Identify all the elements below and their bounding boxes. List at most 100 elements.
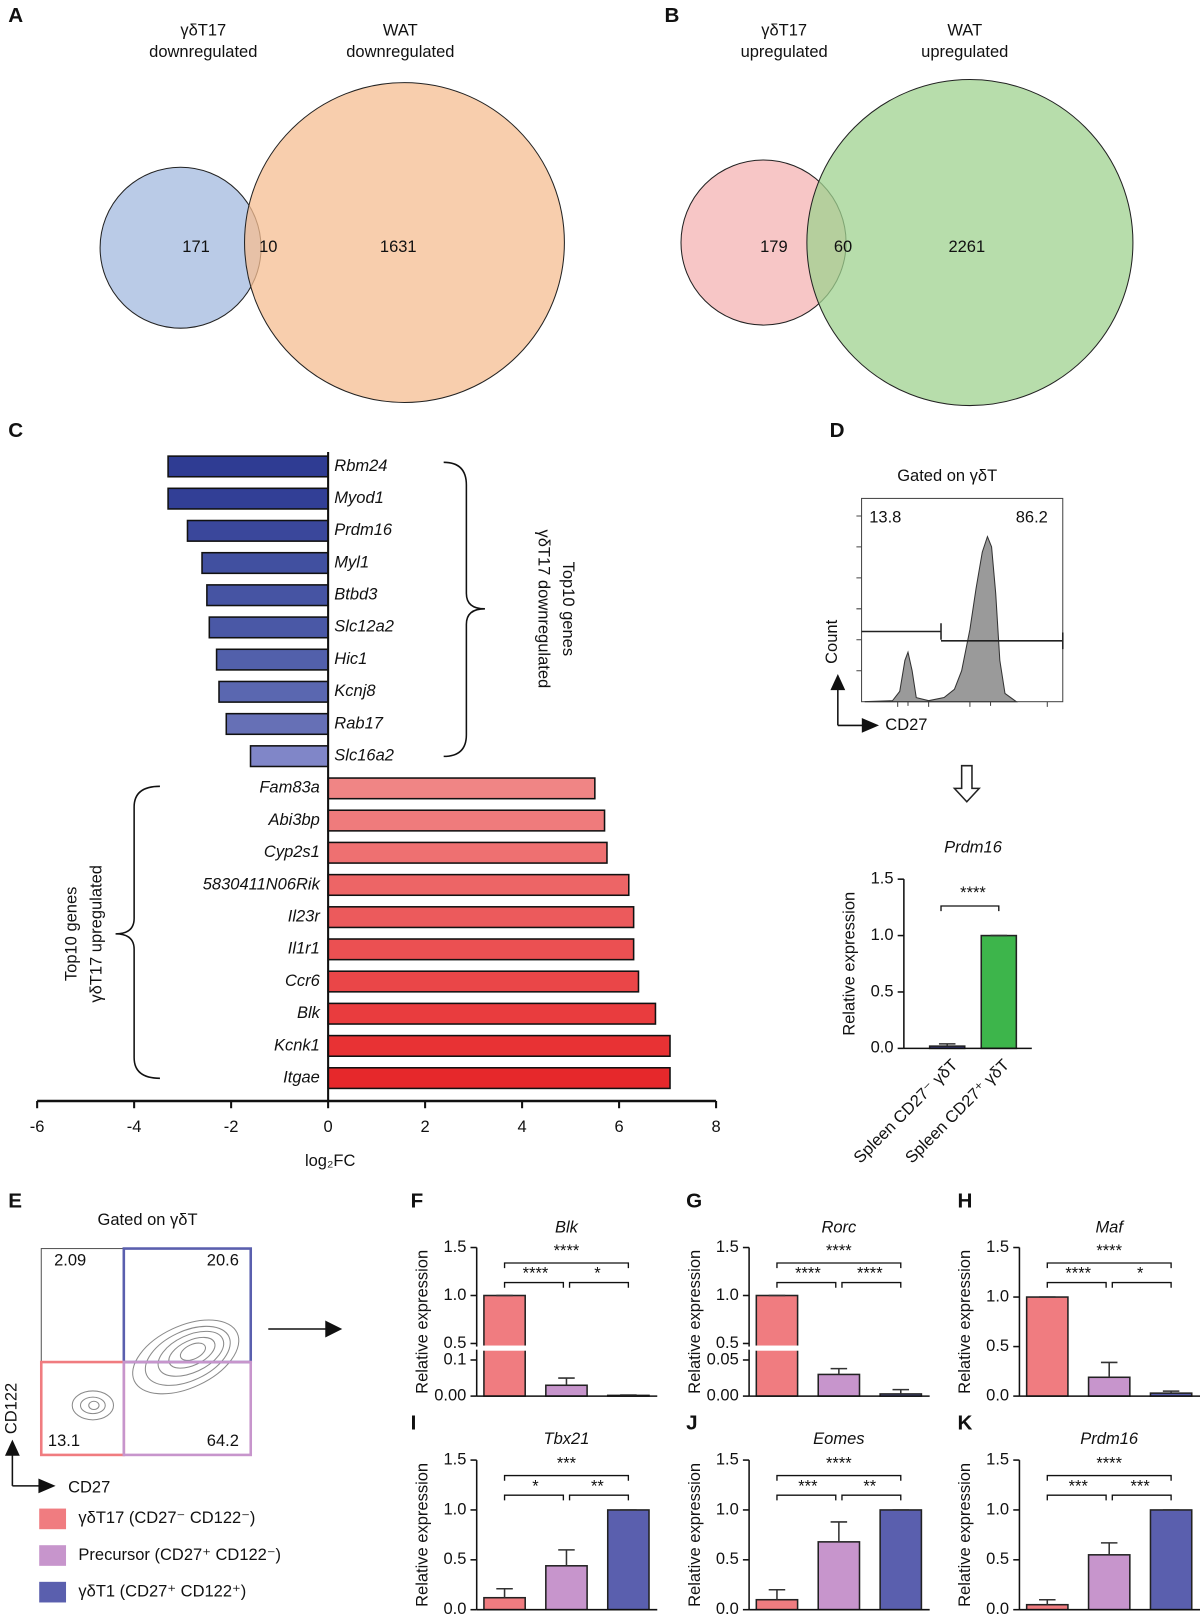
- y-axis-label: Relative expression: [413, 1463, 431, 1607]
- gene-label: Fam83a: [259, 779, 320, 797]
- panel-label: A: [8, 4, 23, 27]
- y-axis-label: Relative expression: [686, 1250, 704, 1394]
- bar: [879, 1509, 923, 1611]
- x-tick-label: 8: [711, 1118, 720, 1136]
- sig-bracket: [503, 1474, 630, 1481]
- flow-contour-plot: [4, 1247, 343, 1494]
- sig-label: ****: [795, 1265, 821, 1283]
- set-label: WAT: [383, 21, 418, 39]
- bar: [327, 841, 608, 864]
- sig-label: ****: [1096, 1242, 1122, 1260]
- venn-count: 10: [259, 238, 277, 256]
- bar: [755, 1598, 799, 1611]
- contour: [88, 1400, 100, 1411]
- plot-title: Tbx21: [544, 1430, 590, 1448]
- sig-bracket: [503, 1281, 565, 1288]
- bar: [201, 551, 329, 575]
- bracket: [443, 461, 485, 758]
- sig-label: **: [591, 1477, 604, 1495]
- plot-title: Eomes: [813, 1430, 864, 1448]
- sig-bracket: [1046, 1474, 1172, 1481]
- x-tick-label: -6: [30, 1118, 45, 1136]
- bar: [545, 1384, 588, 1397]
- y-tick-label: 0.0: [871, 1039, 894, 1057]
- error-bar: [1100, 1361, 1118, 1378]
- y-tick-label: 0.05: [707, 1350, 739, 1368]
- bar: [327, 906, 635, 929]
- gene-label: Il23r: [288, 907, 322, 925]
- flow-histogram-plot: [830, 497, 1064, 803]
- bar: [1025, 1296, 1069, 1397]
- bracket: [115, 785, 160, 1080]
- panel-label: D: [830, 419, 845, 442]
- gate-box: [122, 1360, 253, 1457]
- gene-label: Myl1: [334, 553, 369, 571]
- sig-bracket: [776, 1262, 902, 1269]
- sig-label: ****: [960, 884, 986, 902]
- error-bar: [496, 1587, 513, 1598]
- arrow: [268, 1320, 343, 1338]
- gene-label: Slc16a2: [334, 747, 394, 765]
- y-axis-label: Relative expression: [686, 1463, 704, 1607]
- y-axis-label: Relative expression: [956, 1463, 974, 1607]
- panel-label: H: [958, 1190, 973, 1213]
- venn-count: 171: [182, 238, 210, 256]
- x-tick-label: 0: [324, 1118, 333, 1136]
- bar: [327, 1002, 657, 1025]
- y-tick-label: 1.5: [716, 1450, 739, 1468]
- sig-label: ***: [1131, 1477, 1151, 1495]
- gene-label: Il1r1: [288, 940, 320, 958]
- sig-label: *: [532, 1477, 539, 1495]
- axis-break: [473, 1346, 480, 1350]
- sig-label: ****: [857, 1265, 883, 1283]
- sig-bracket: [841, 1494, 902, 1501]
- gene-label: Hic1: [334, 650, 367, 668]
- plot-title: Gated on γδT: [98, 1211, 198, 1229]
- sig-bracket: [568, 1281, 630, 1288]
- venn-circle: [806, 78, 1134, 407]
- set-label: upregulated: [921, 43, 1008, 61]
- bar: [327, 1067, 671, 1090]
- y-tick-label: 1.0: [871, 926, 894, 944]
- sig-label: ****: [1096, 1455, 1122, 1473]
- sig-bracket: [1111, 1281, 1172, 1288]
- venn-count: 2261: [948, 238, 985, 256]
- gene-label: Rab17: [334, 714, 383, 732]
- panel-label: C: [8, 419, 23, 442]
- bar: [167, 455, 329, 478]
- down-arrow: [952, 764, 981, 803]
- bracket-label: Top10 genes γδT17 upregulated: [63, 865, 106, 1003]
- bracket-text: Top10 genes: [63, 887, 81, 982]
- panel-label: B: [664, 4, 679, 27]
- axis-arrows: [4, 1439, 56, 1494]
- bar: [327, 1034, 671, 1057]
- sig-bracket: [776, 1494, 837, 1501]
- x-tick-label: Spleen CD27⁺ γδT: [902, 1056, 1013, 1167]
- set-label: γδT17: [180, 21, 226, 39]
- bar: [327, 938, 635, 961]
- y-tick-label: 1.5: [716, 1238, 739, 1256]
- bar: [186, 519, 329, 542]
- panel-label: E: [8, 1190, 22, 1213]
- panel-label: K: [958, 1411, 973, 1434]
- legend-label: γδT1 (CD27⁺ CD122⁺): [78, 1583, 246, 1601]
- legend-swatch: [39, 1581, 67, 1603]
- sig-bracket: [503, 1262, 630, 1269]
- contour: [132, 1319, 240, 1395]
- y-tick-label: 0.0: [716, 1600, 739, 1618]
- x-axis-label: CD27: [885, 716, 927, 734]
- panel-label: G: [686, 1190, 702, 1213]
- y-tick-label: 1.5: [986, 1238, 1009, 1256]
- gate-value: 13.8: [869, 508, 901, 526]
- gene-label: Kcnj8: [334, 682, 376, 700]
- bar: [225, 712, 329, 736]
- gates: [861, 623, 1064, 650]
- sig-label: ****: [1065, 1265, 1091, 1283]
- contour: [179, 1342, 206, 1361]
- plot-title: Blk: [555, 1218, 579, 1236]
- x-tick-label: 6: [614, 1118, 623, 1136]
- y-tick-label: 0.5: [716, 1334, 739, 1352]
- y-axis-label: Relative expression: [841, 892, 859, 1036]
- gene-label: Blk: [297, 1004, 321, 1022]
